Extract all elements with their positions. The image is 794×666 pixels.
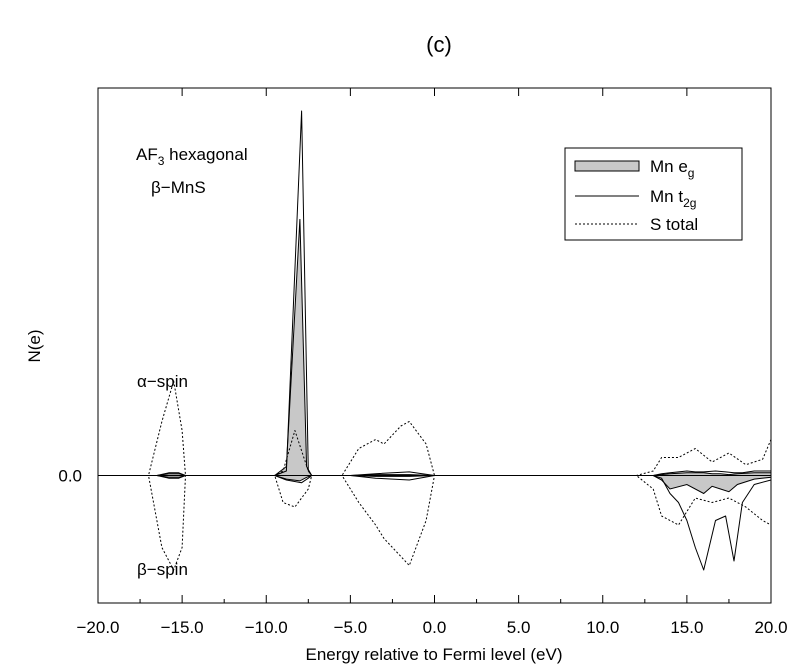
x-tick-label: 0.0: [423, 618, 447, 637]
structure-annotation-line2: β−MnS: [151, 178, 206, 197]
alpha-spin-label: α−spin: [137, 372, 188, 391]
x-tick-label: −15.0: [161, 618, 204, 637]
structure-af: AF: [136, 145, 158, 164]
series-s-total-beta-line: [98, 475, 772, 571]
legend-label-mn-eg: Mn eg: [650, 157, 694, 180]
y-axis-label: N(e): [25, 329, 44, 362]
x-tick-label: 15.0: [670, 618, 703, 637]
x-tick-label: −20.0: [76, 618, 119, 637]
legend-label-mn-t2g: Mn t2g: [650, 187, 696, 210]
legend-label-s-total: S total: [650, 215, 698, 234]
x-axis-label: Energy relative to Fermi level (eV): [306, 645, 563, 664]
x-tick-label: 5.0: [507, 618, 531, 637]
series-s-total-alpha-line: [98, 380, 772, 476]
x-tick-label: −5.0: [334, 618, 368, 637]
x-tick-label: −10.0: [245, 618, 288, 637]
y-tick-label: 0.0: [58, 467, 82, 486]
series-mn-t2g-beta-line: [98, 475, 772, 571]
ticks-layer: −20.0 −15.0 −10.0 −5.0 0.0 5.0 10.0 15.0 20.0 0.0: [58, 88, 788, 637]
legend-swatch-mn-eg: [574, 160, 640, 172]
legend: Mn eg Mn t2g S total: [564, 147, 743, 241]
series-mn-eg-alpha-area: [98, 218, 772, 476]
structure-annotation-line1: AF3 hexagonal: [136, 145, 248, 168]
structure-af-subscript: 3: [158, 154, 165, 168]
series-layer: [98, 110, 772, 571]
panel-label: (c): [426, 32, 452, 57]
structure-hexagonal: hexagonal: [164, 145, 247, 164]
x-tick-label: 10.0: [586, 618, 619, 637]
beta-spin-label: β−spin: [137, 560, 188, 579]
x-tick-label: 20.0: [754, 618, 787, 637]
